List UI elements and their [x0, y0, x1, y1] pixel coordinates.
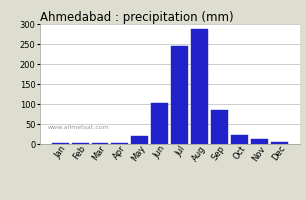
Bar [251, 139, 268, 144]
Text: www.allmetsat.com: www.allmetsat.com [48, 125, 109, 130]
Bar [111, 143, 129, 144]
Bar [151, 103, 168, 144]
Bar [131, 136, 148, 144]
Bar [91, 143, 108, 144]
Bar [72, 143, 88, 144]
Text: Ahmedabad : precipitation (mm): Ahmedabad : precipitation (mm) [40, 11, 233, 24]
Bar [231, 135, 248, 144]
Bar [271, 142, 288, 144]
Bar [171, 46, 188, 144]
Bar [52, 143, 69, 144]
Bar [191, 29, 208, 144]
Bar [211, 110, 228, 144]
